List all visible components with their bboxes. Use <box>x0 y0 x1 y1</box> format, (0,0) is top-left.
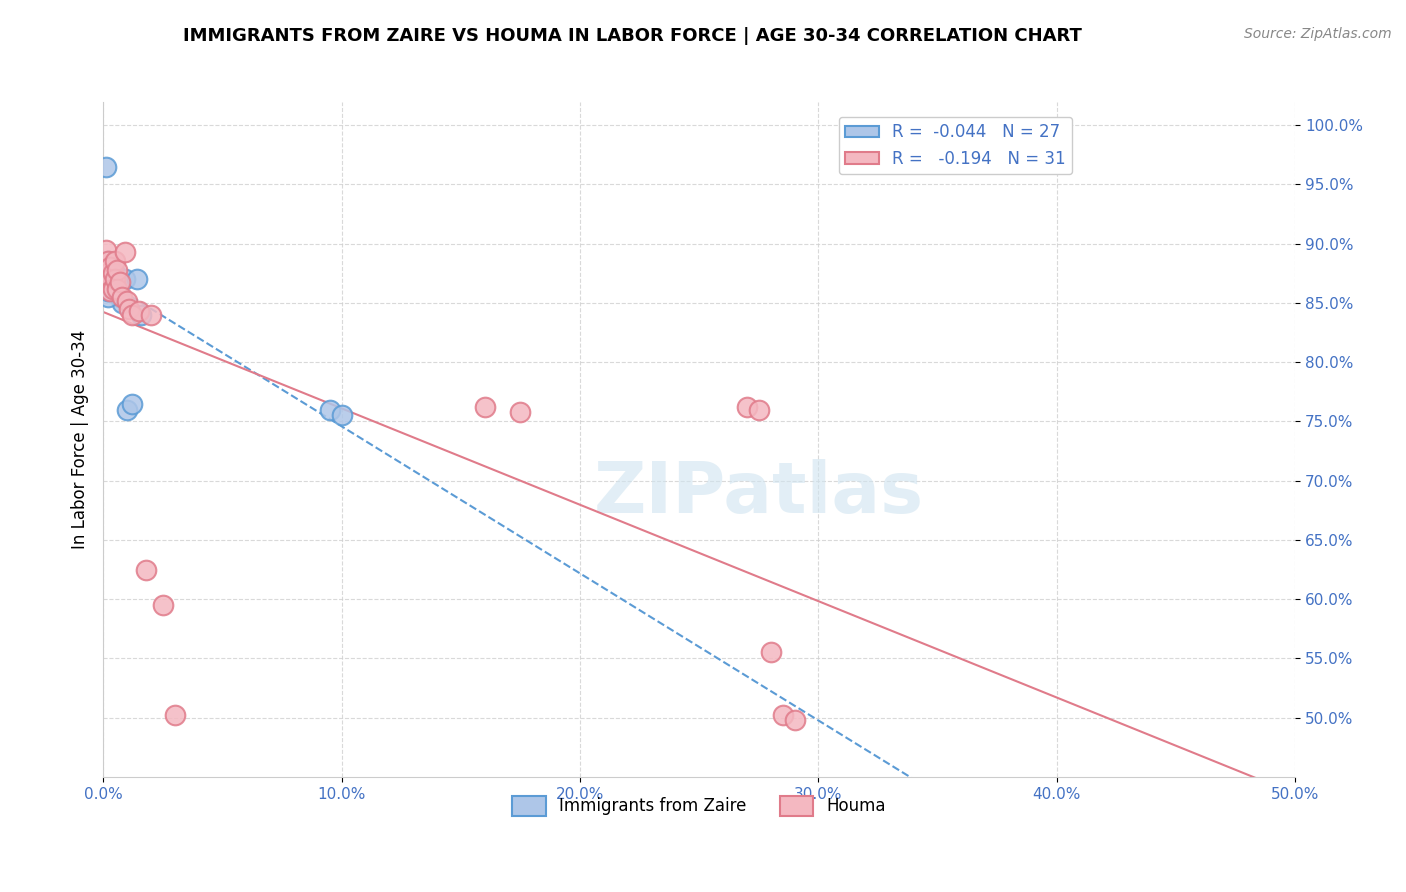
Point <box>509 405 531 419</box>
Point <box>152 598 174 612</box>
Point <box>121 308 143 322</box>
Point <box>330 409 353 423</box>
Point <box>97 260 120 275</box>
Point <box>107 272 129 286</box>
Point <box>98 272 121 286</box>
Point <box>97 266 120 280</box>
Text: IMMIGRANTS FROM ZAIRE VS HOUMA IN LABOR FORCE | AGE 30-34 CORRELATION CHART: IMMIGRANTS FROM ZAIRE VS HOUMA IN LABOR … <box>183 27 1083 45</box>
Point <box>101 266 124 280</box>
Point <box>104 254 127 268</box>
Point <box>111 290 134 304</box>
Point <box>735 401 758 415</box>
Point <box>115 293 138 308</box>
Point <box>128 304 150 318</box>
Point <box>98 278 121 293</box>
Point <box>111 296 134 310</box>
Text: Source: ZipAtlas.com: Source: ZipAtlas.com <box>1244 27 1392 41</box>
Point <box>114 272 136 286</box>
Point <box>772 708 794 723</box>
Point <box>163 708 186 723</box>
Point <box>114 245 136 260</box>
Point <box>98 260 121 275</box>
Point <box>139 308 162 322</box>
Point <box>98 266 121 280</box>
Point <box>118 301 141 316</box>
Point <box>94 160 117 174</box>
Y-axis label: In Labor Force | Age 30-34: In Labor Force | Age 30-34 <box>72 329 89 549</box>
Text: ZIPatlas: ZIPatlas <box>593 458 924 528</box>
Point <box>98 272 121 286</box>
Point <box>125 272 148 286</box>
Point <box>97 290 120 304</box>
Point <box>748 402 770 417</box>
Point <box>318 402 340 417</box>
Point <box>98 278 121 293</box>
Point <box>129 308 152 322</box>
Point <box>121 397 143 411</box>
Point <box>94 266 117 280</box>
Point <box>104 272 127 286</box>
Point <box>94 272 117 286</box>
Point <box>104 266 127 280</box>
Point <box>97 254 120 268</box>
Point <box>115 402 138 417</box>
Point <box>107 282 129 296</box>
Point <box>97 254 120 268</box>
Point <box>107 262 129 277</box>
Point <box>108 275 131 289</box>
Point <box>107 284 129 298</box>
Point <box>101 266 124 280</box>
Point <box>108 290 131 304</box>
Point <box>104 278 127 293</box>
Point <box>98 260 121 275</box>
Legend: Immigrants from Zaire, Houma: Immigrants from Zaire, Houma <box>506 789 893 822</box>
Point <box>101 272 124 286</box>
Point <box>759 645 782 659</box>
Point <box>783 713 806 727</box>
Point <box>101 282 124 296</box>
Point <box>94 260 117 275</box>
Point <box>135 562 157 576</box>
Point <box>94 243 117 257</box>
Point <box>474 401 496 415</box>
Point <box>97 284 120 298</box>
Point <box>98 284 121 298</box>
